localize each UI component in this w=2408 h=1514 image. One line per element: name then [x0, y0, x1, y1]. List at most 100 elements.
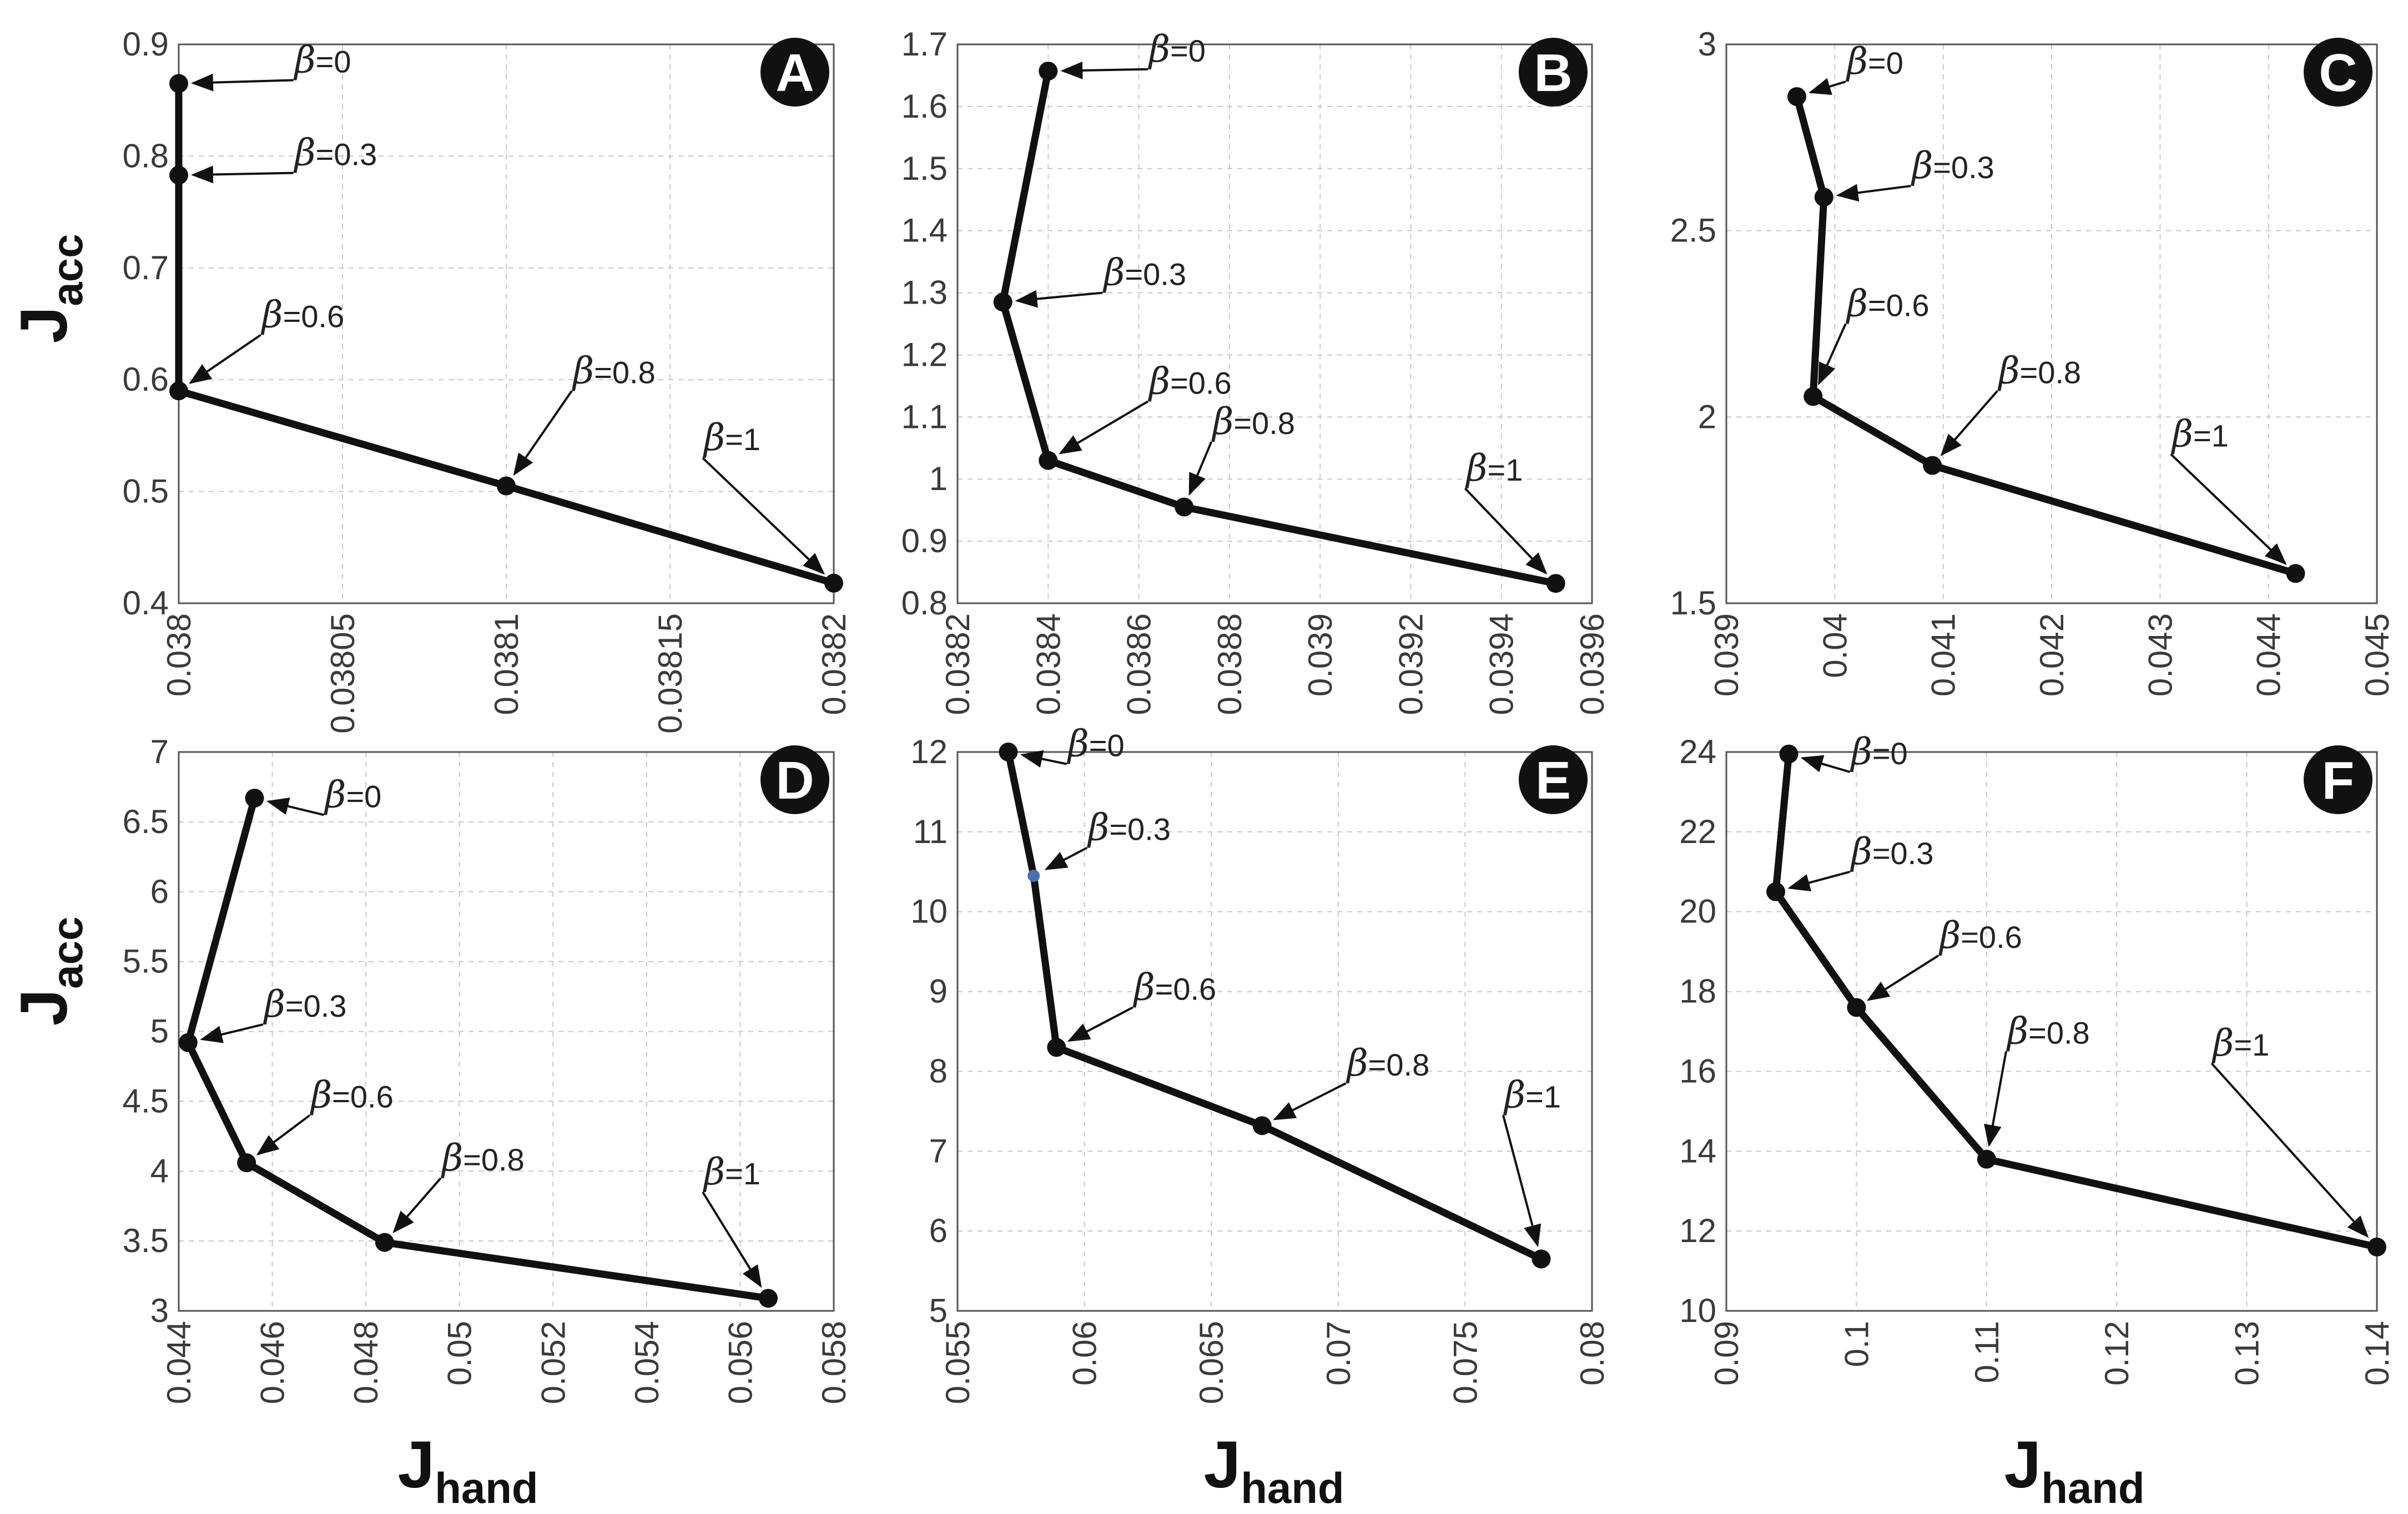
y-title-main: J: [7, 306, 81, 344]
annotation-arrow: [200, 1023, 264, 1043]
data-point: [178, 1033, 198, 1052]
beta-symbol: β: [309, 1074, 332, 1117]
annotation-arrow: [190, 165, 294, 184]
beta-symbol: β: [571, 349, 594, 392]
annotation-arrow: [266, 798, 324, 816]
y-title-sub: acc: [43, 234, 92, 306]
beta-symbol: β: [1464, 447, 1487, 489]
y-tick-label: 4.5: [123, 1082, 169, 1119]
annotation-arrow: [1836, 184, 1911, 202]
beta-symbol: β: [1938, 914, 1961, 957]
x-tick-label: 0.05: [441, 1321, 478, 1386]
annotation-arrow: [2170, 453, 2287, 566]
beta-symbol: β: [293, 132, 316, 174]
annotation-arrow: [1502, 1115, 1541, 1248]
svg-text:Jacc: Jacc: [7, 234, 92, 344]
annotation-arrow: [1067, 1006, 1134, 1042]
data-point: [1847, 998, 1866, 1017]
annotation-arrow: [256, 1114, 311, 1155]
beta-value: =0.8: [2019, 355, 2081, 390]
beta-annotation: β=0: [1147, 28, 1206, 70]
beta-value: =0.6: [1155, 971, 1217, 1006]
beta-value: =1: [725, 1156, 760, 1191]
beta-value: =0.6: [283, 299, 345, 334]
x-tick-label: 0.03805: [324, 613, 361, 734]
panel-badge: [1519, 38, 1588, 107]
y-tick-label: 14: [1679, 1132, 1716, 1169]
x-tick-label: 0.04: [1816, 613, 1853, 678]
y-tick-label: 2: [1698, 398, 1716, 435]
y-tick-label: 3: [150, 1292, 169, 1329]
beta-annotation: β=0: [1845, 40, 1903, 83]
x-title-main: J: [2004, 1427, 2041, 1502]
data-point: [169, 74, 188, 93]
panel-b: 0.8 0.9 1 1.1 1.2 1.3 1.4 1.5 1.6 1.7 0.0382 0.0384…: [901, 26, 1611, 715]
axes-frame: [956, 43, 1593, 604]
x-tick-label: 0.09: [1708, 1321, 1745, 1386]
y-tick-label: 1.6: [901, 88, 948, 125]
y-tick-label: 0.9: [123, 26, 169, 63]
x-tick-label: 0.048: [347, 1321, 385, 1404]
x-tick-label: 0.0396: [1574, 613, 1611, 715]
annotation-arrow: [1060, 61, 1148, 79]
y-axis-title-bottom: Jacc: [7, 917, 92, 1026]
data-point: [375, 1233, 394, 1252]
beta-annotation: β=1: [1503, 1074, 1561, 1117]
beta-value: =1: [1525, 1079, 1561, 1114]
data-point: [1027, 869, 1040, 882]
data-point: [1047, 1038, 1066, 1057]
beta-annotation: β=0: [293, 38, 351, 81]
beta-value: =0: [1868, 46, 1903, 80]
y-tick-label: 6.5: [123, 803, 169, 840]
x-tick-label: 0.058: [815, 1321, 853, 1404]
axes-frame: [956, 751, 1593, 1312]
y-tick-label: 0.6: [123, 361, 169, 398]
x-tick-label: 0.039: [1708, 613, 1745, 697]
y-tick-label: 10: [910, 893, 948, 930]
annotation-arrow: [2210, 1062, 2369, 1238]
beta-annotation: β=0: [323, 773, 381, 816]
annotation-arrow: [1015, 290, 1103, 308]
beta-annotation: β=0: [1850, 730, 1908, 773]
y-tick-label: 1.1: [901, 398, 948, 435]
annotation-arrow: [1787, 870, 1851, 892]
annotation-arrow: [702, 1191, 762, 1288]
data-point: [824, 573, 843, 593]
x-tick-label: 0.11: [1968, 1321, 2006, 1383]
y-tick-label: 18: [1679, 973, 1716, 1010]
data-point: [169, 381, 188, 401]
annotation-arrow: [1984, 1051, 2007, 1148]
data-point: [237, 1153, 256, 1173]
series-line: [184, 797, 769, 1302]
annotation-arrow: [189, 334, 261, 384]
beta-value: =0: [1872, 736, 1908, 771]
panel-badge: [2304, 745, 2372, 814]
y-tick-label: 6: [150, 873, 169, 910]
x-axis-title-middle: Jhand: [1203, 1427, 1344, 1512]
beta-annotation: β=1: [1464, 447, 1523, 489]
beta-annotation: β=0.3: [293, 132, 377, 174]
beta-value: =1: [2193, 418, 2229, 453]
data-point: [169, 165, 188, 185]
y-tick-label: 0.7: [123, 249, 169, 286]
beta-symbol: β: [1132, 966, 1155, 1008]
panel-label: D: [775, 751, 814, 810]
data-point: [1804, 387, 1823, 406]
x-title-sub: hand: [2041, 1463, 2144, 1512]
x-tick-label: 0.03815: [652, 613, 689, 734]
y-tick-label: 1.4: [901, 212, 948, 249]
series-line: [1772, 753, 2378, 1251]
y-tick-label: 4: [150, 1152, 169, 1189]
data-point: [1532, 1249, 1551, 1269]
panel-f: 10 12 14 16 18 20 22 24 0.09 0.1 0.11 0.12 0.13 0.14 β…: [1679, 730, 2396, 1386]
x-tick-label: 0.0392: [1392, 613, 1429, 715]
y-tick-label: 7: [150, 733, 169, 770]
y-tick-label: 2.5: [1670, 212, 1716, 249]
x-tick-label: 0.14: [2359, 1321, 2396, 1386]
beta-annotation: β=1: [2211, 1022, 2269, 1064]
beta-annotation: β=0.8: [1346, 1042, 1430, 1084]
beta-annotation: β=0.3: [1910, 144, 1994, 187]
y-tick-label: 0.8: [123, 137, 169, 174]
